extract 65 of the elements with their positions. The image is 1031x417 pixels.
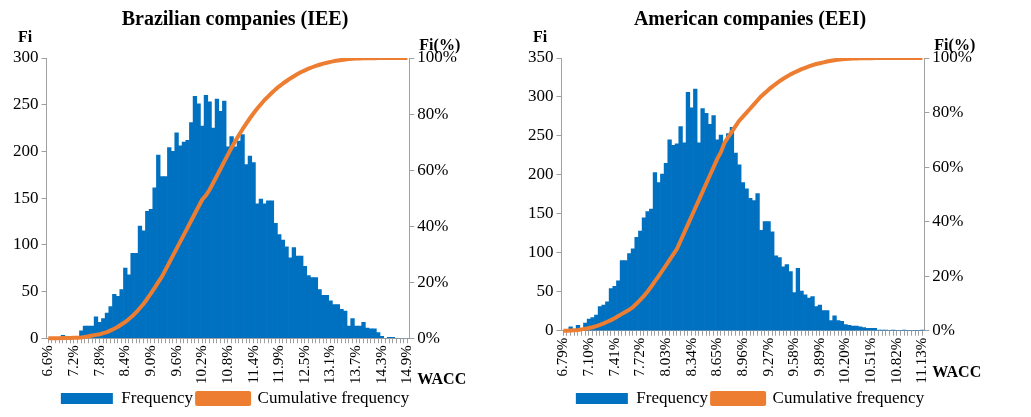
- y-tick-label: 300: [528, 86, 554, 106]
- y2-tick-label: 80%: [417, 103, 449, 123]
- y2-tick-label: 80%: [932, 102, 964, 122]
- y-tick-label: 50: [21, 281, 39, 301]
- x-tick-label: 11.9%: [270, 345, 287, 384]
- x-tick-label: 9.58%: [785, 337, 802, 377]
- y-tick-label: 150: [13, 187, 39, 207]
- x-tick-label: 8.34%: [682, 337, 699, 377]
- y2-tick-label: 60%: [417, 159, 449, 179]
- x-tick-label: 9.6%: [167, 345, 184, 377]
- x-tick-label: 6.79%: [554, 337, 571, 377]
- x-tick-label: 8.4%: [116, 345, 133, 377]
- x-tick-label: 14.9%: [398, 345, 415, 384]
- y-tick-label: 0: [30, 327, 39, 347]
- x-tick-label: 8.03%: [656, 337, 673, 377]
- x-tick-label: 13.1%: [321, 345, 338, 384]
- x-tick-label: 6.6%: [39, 345, 56, 377]
- y-axis-title: Fi: [533, 28, 548, 46]
- y2-tick-label: 40%: [417, 215, 449, 235]
- y-tick-label: 100: [13, 234, 39, 254]
- x-tick-label: 11.13%: [913, 337, 930, 384]
- legend-label: Frequency: [636, 387, 709, 407]
- y-axis-title: Fi: [18, 28, 33, 46]
- x-tick-label: 9.89%: [810, 337, 827, 377]
- y-tick-label: 150: [528, 203, 554, 223]
- x-tick-label: 8.96%: [733, 337, 750, 377]
- y-tick-label: 50: [536, 281, 554, 301]
- x-tick-label: 7.10%: [579, 337, 596, 377]
- y2-tick-label: 0%: [417, 327, 441, 347]
- x-tick-label: 7.72%: [631, 337, 648, 377]
- y-tick-label: 350: [528, 47, 554, 67]
- y-tick-label: 250: [528, 125, 554, 145]
- y2-tick-label: 60%: [932, 156, 964, 176]
- y2-tick-label: 20%: [417, 271, 449, 291]
- x-tick-label: 12.5%: [295, 345, 312, 384]
- y-tick-label: 0: [545, 320, 554, 340]
- x-tick-label: 8.65%: [708, 337, 725, 377]
- y2-tick-label: 0%: [932, 320, 956, 340]
- legend-label: Frequency: [121, 387, 194, 407]
- x-tick-label: 9.27%: [759, 337, 776, 377]
- y-tick-label: 200: [13, 140, 39, 160]
- x-tick-label: 7.41%: [605, 337, 622, 377]
- x-tick-label: 10.8%: [218, 345, 235, 384]
- x-tick-label: 10.51%: [862, 337, 879, 384]
- x-tick-label: 7.8%: [90, 345, 107, 377]
- x-tick-label: 10.20%: [836, 337, 853, 384]
- x-tick-label: 9.0%: [141, 345, 158, 377]
- x-tick-label: 11.4%: [244, 345, 261, 384]
- x-tick-label: 13.7%: [347, 345, 364, 384]
- x-tick-label: 10.2%: [193, 345, 210, 384]
- x-axis-title: WACC: [417, 370, 467, 388]
- x-tick-label: 7.2%: [64, 345, 81, 377]
- y-tick-label: 100: [528, 242, 554, 262]
- y2-tick-label: 40%: [932, 211, 964, 231]
- chart-title: Brazilian companies (IEE): [121, 7, 349, 31]
- x-tick-label: 14.3%: [372, 345, 389, 384]
- legend-label: Cumulative frequency: [772, 387, 925, 407]
- x-axis-title: WACC: [932, 362, 982, 380]
- y2-tick-label: 20%: [932, 265, 964, 285]
- legend-label: Cumulative frequency: [257, 387, 410, 407]
- y-tick-label: 200: [528, 164, 554, 184]
- y-tick-label: 300: [13, 47, 39, 67]
- y-tick-label: 250: [13, 94, 39, 114]
- chart-title: American companies (EEI): [633, 7, 867, 31]
- x-tick-label: 10.82%: [887, 337, 904, 384]
